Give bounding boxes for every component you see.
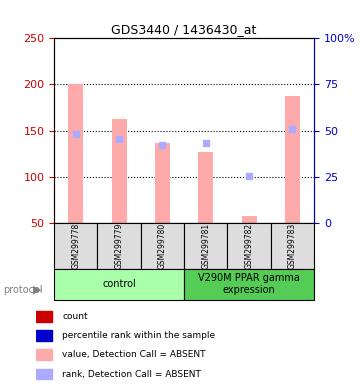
FancyBboxPatch shape — [227, 223, 271, 269]
FancyBboxPatch shape — [184, 269, 314, 300]
Bar — [242, 216, 257, 223]
Text: GSM299780: GSM299780 — [158, 223, 167, 269]
Bar — [36, 330, 52, 341]
Bar — [36, 349, 52, 360]
FancyBboxPatch shape — [54, 269, 184, 300]
Text: GSM299783: GSM299783 — [288, 223, 297, 269]
Bar — [155, 142, 170, 223]
Text: control: control — [102, 279, 136, 289]
Text: count: count — [62, 312, 88, 321]
Title: GDS3440 / 1436430_at: GDS3440 / 1436430_at — [112, 23, 257, 36]
FancyBboxPatch shape — [141, 223, 184, 269]
Text: ▶: ▶ — [32, 285, 41, 295]
FancyBboxPatch shape — [54, 223, 97, 269]
Text: GSM299779: GSM299779 — [115, 223, 123, 269]
Bar — [198, 152, 213, 223]
Text: GSM299778: GSM299778 — [71, 223, 80, 269]
Text: percentile rank within the sample: percentile rank within the sample — [62, 331, 215, 340]
Text: rank, Detection Call = ABSENT: rank, Detection Call = ABSENT — [62, 369, 201, 379]
Text: value, Detection Call = ABSENT: value, Detection Call = ABSENT — [62, 350, 206, 359]
Bar — [36, 311, 52, 322]
FancyBboxPatch shape — [271, 223, 314, 269]
FancyBboxPatch shape — [97, 223, 141, 269]
Text: GSM299781: GSM299781 — [201, 223, 210, 269]
Text: GSM299782: GSM299782 — [245, 223, 253, 269]
Bar — [68, 84, 83, 223]
Bar — [285, 96, 300, 223]
Bar — [112, 119, 127, 223]
Text: V290M PPAR gamma
expression: V290M PPAR gamma expression — [198, 273, 300, 295]
FancyBboxPatch shape — [184, 223, 227, 269]
Bar — [36, 369, 52, 379]
Text: protocol: protocol — [4, 285, 43, 295]
